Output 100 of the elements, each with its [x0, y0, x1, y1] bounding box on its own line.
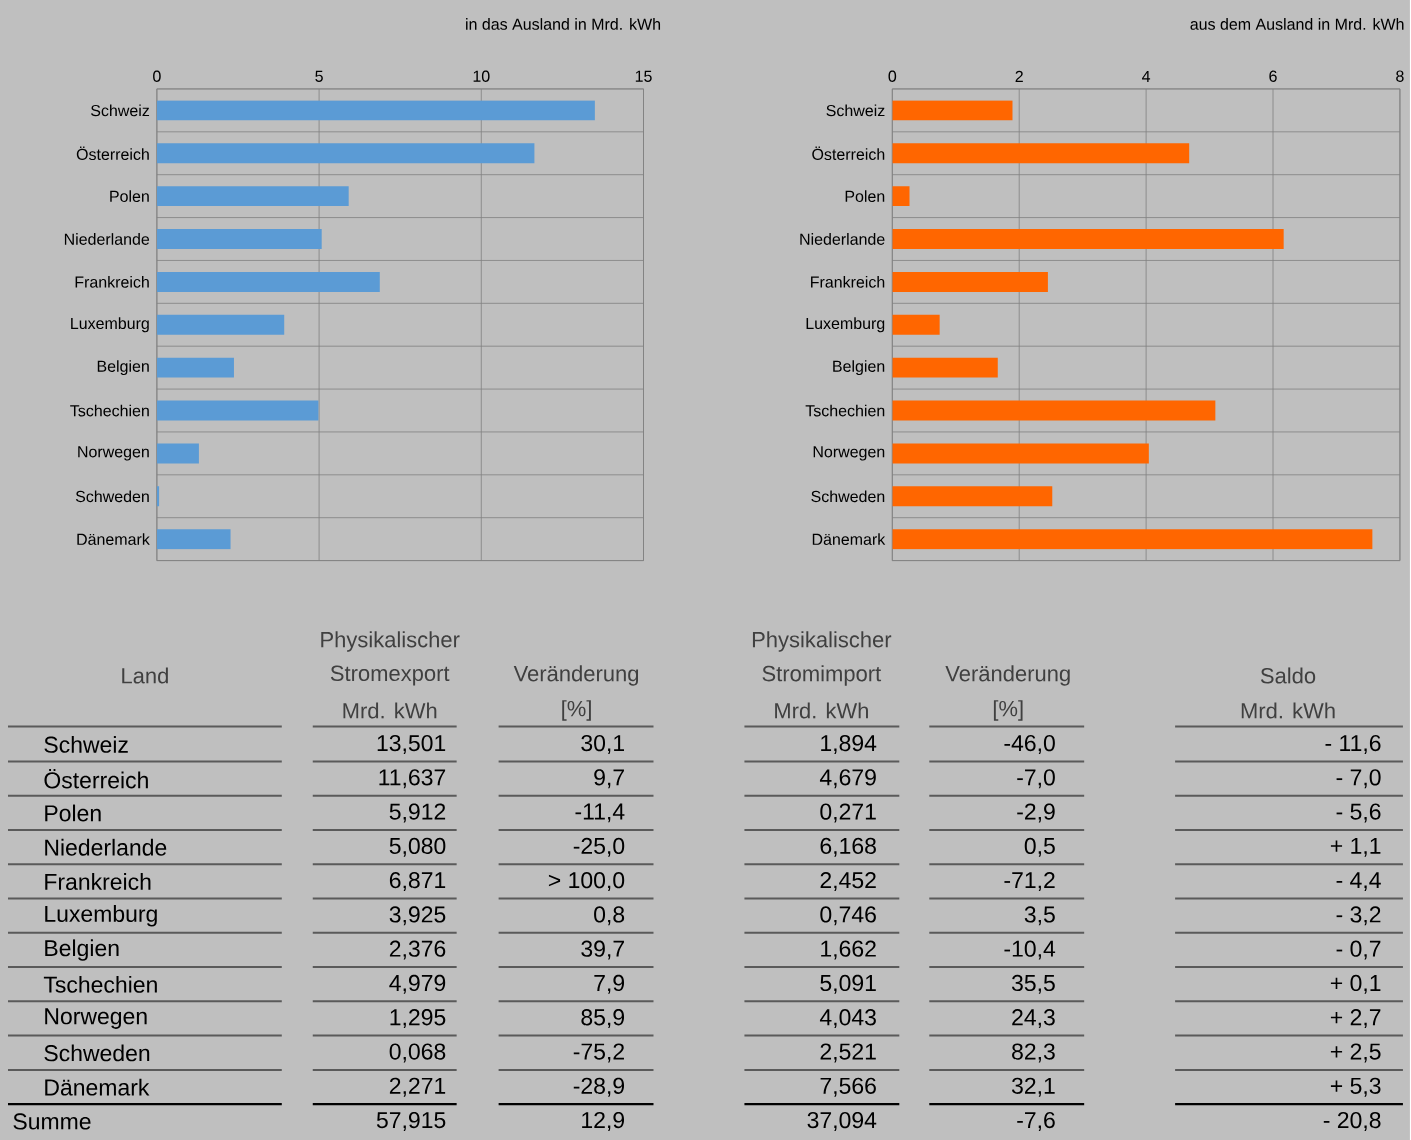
x-tick-label: 15 [635, 70, 652, 82]
text: 6,168 [820, 837, 876, 857]
chart-title: in das Ausland in Mrd. kWh [466, 18, 661, 30]
text: -7,0 [1017, 769, 1055, 789]
bar [892, 529, 1373, 550]
category-label: Schweiz [44, 735, 128, 753]
x-tick-label: 0 [153, 70, 161, 82]
text: -7,6 [1017, 1111, 1055, 1131]
y-tick-label: Polen [845, 190, 885, 202]
text: 9,7 [594, 769, 624, 789]
text: -71,2 [1004, 871, 1055, 891]
y-tick-label: Dänemark [812, 533, 886, 545]
text: - 0,7 [1336, 940, 1381, 960]
x-tick-label: 0 [888, 70, 897, 82]
text: + 2,5 [1330, 1043, 1381, 1063]
text: Physikalischer [321, 631, 460, 652]
text: Mrd. kWh [1241, 702, 1335, 719]
text: 3,5 [1024, 906, 1055, 926]
text: 5,080 [389, 837, 446, 857]
text: 35,5 [1011, 974, 1055, 994]
text: 2,271 [389, 1077, 446, 1097]
text: Mrd. kWh [343, 702, 437, 719]
chart-title: aus dem Ausland in Mrd. kWh [1190, 18, 1404, 30]
y-tick-label: Dänemark [77, 533, 150, 545]
text: 5,912 [389, 803, 446, 823]
text: 0,746 [820, 906, 876, 926]
category-label: Polen [45, 804, 101, 822]
y-tick-label: Belgien [97, 360, 149, 376]
y-tick-label: Niederlande [800, 233, 885, 245]
text: 2,521 [820, 1043, 876, 1063]
text: 13,501 [377, 734, 446, 754]
y-tick-label: Frankreich [811, 275, 885, 288]
text: 7,9 [594, 974, 625, 994]
text: 39,7 [581, 940, 624, 960]
x-tick-label: 6 [1269, 70, 1277, 82]
y-tick-label: Schweden [811, 490, 885, 503]
y-tick-label: Luxemburg [806, 317, 885, 333]
x-tick-label: 10 [473, 70, 490, 82]
y-tick-label: Frankreich [75, 275, 149, 288]
text: - 4,4 [1336, 872, 1381, 891]
text: 85,9 [581, 1009, 625, 1029]
bar [892, 400, 1216, 421]
text: [%] [562, 700, 591, 721]
text: 1,295 [390, 1009, 446, 1029]
x-tick-label: 2 [1015, 70, 1023, 82]
text: - 5,6 [1336, 803, 1381, 823]
text: 4,679 [819, 769, 876, 789]
text: Physikalischer [752, 631, 892, 652]
text: Mrd. kWh [775, 702, 868, 719]
y-tick-label: Belgien [833, 360, 885, 376]
y-tick-label: Polen [110, 190, 149, 202]
y-tick-label: Schweiz [91, 104, 150, 117]
text: -28,9 [573, 1077, 625, 1097]
category-label: Belgien [45, 939, 119, 961]
text: 2,452 [820, 871, 876, 891]
y-tick-label: Tschechien [70, 404, 149, 417]
text: - 7,0 [1336, 769, 1381, 789]
text: 12,9 [582, 1111, 625, 1131]
text: -10,4 [1004, 940, 1056, 960]
text: 57,915 [376, 1111, 446, 1131]
text: 11,637 [379, 769, 446, 789]
text: -25,0 [573, 837, 625, 857]
text: Stromimport [762, 665, 882, 686]
text: 0,5 [1024, 837, 1055, 857]
text: 1,662 [821, 940, 876, 960]
text: 0,068 [389, 1043, 446, 1063]
x-tick-label: 5 [315, 70, 323, 82]
text: Veränderung [513, 665, 639, 686]
text: Veränderung [945, 665, 1070, 686]
text: - 11,6 [1325, 734, 1381, 754]
y-tick-label: Norwegen [78, 446, 149, 461]
y-tick-label: Österreich [812, 146, 885, 160]
y-tick-label: Schweden [75, 490, 149, 503]
bar [892, 228, 1284, 249]
x-tick-label: 4 [1142, 70, 1151, 82]
text: 5,091 [820, 974, 876, 994]
x-tick-label: 8 [1396, 70, 1404, 82]
y-tick-label: Norwegen [813, 446, 885, 461]
text: 30,1 [581, 734, 624, 754]
text: - 20,8 [1323, 1111, 1381, 1131]
text: 37,094 [807, 1111, 877, 1131]
text: + 1,1 [1330, 837, 1381, 857]
y-tick-label: Tschechien [805, 404, 885, 417]
text: 1,894 [821, 734, 877, 754]
bar [892, 186, 910, 207]
text: + 2,7 [1330, 1009, 1381, 1029]
text: 0,271 [820, 803, 876, 823]
text: 4,043 [819, 1009, 876, 1029]
text: -2,9 [1017, 803, 1055, 823]
text: + 0,1 [1330, 974, 1381, 994]
y-tick-label: Schweiz [826, 104, 885, 117]
text: 82,3 [1012, 1043, 1055, 1063]
text: 4,979 [389, 974, 446, 994]
text: -46,0 [1004, 734, 1055, 754]
text: Summe [13, 1113, 91, 1130]
y-tick-label: Niederlande [64, 233, 150, 245]
text: -75,2 [573, 1043, 624, 1063]
bar [892, 100, 1013, 121]
text: - 3,2 [1336, 906, 1381, 926]
bar [892, 443, 1149, 464]
